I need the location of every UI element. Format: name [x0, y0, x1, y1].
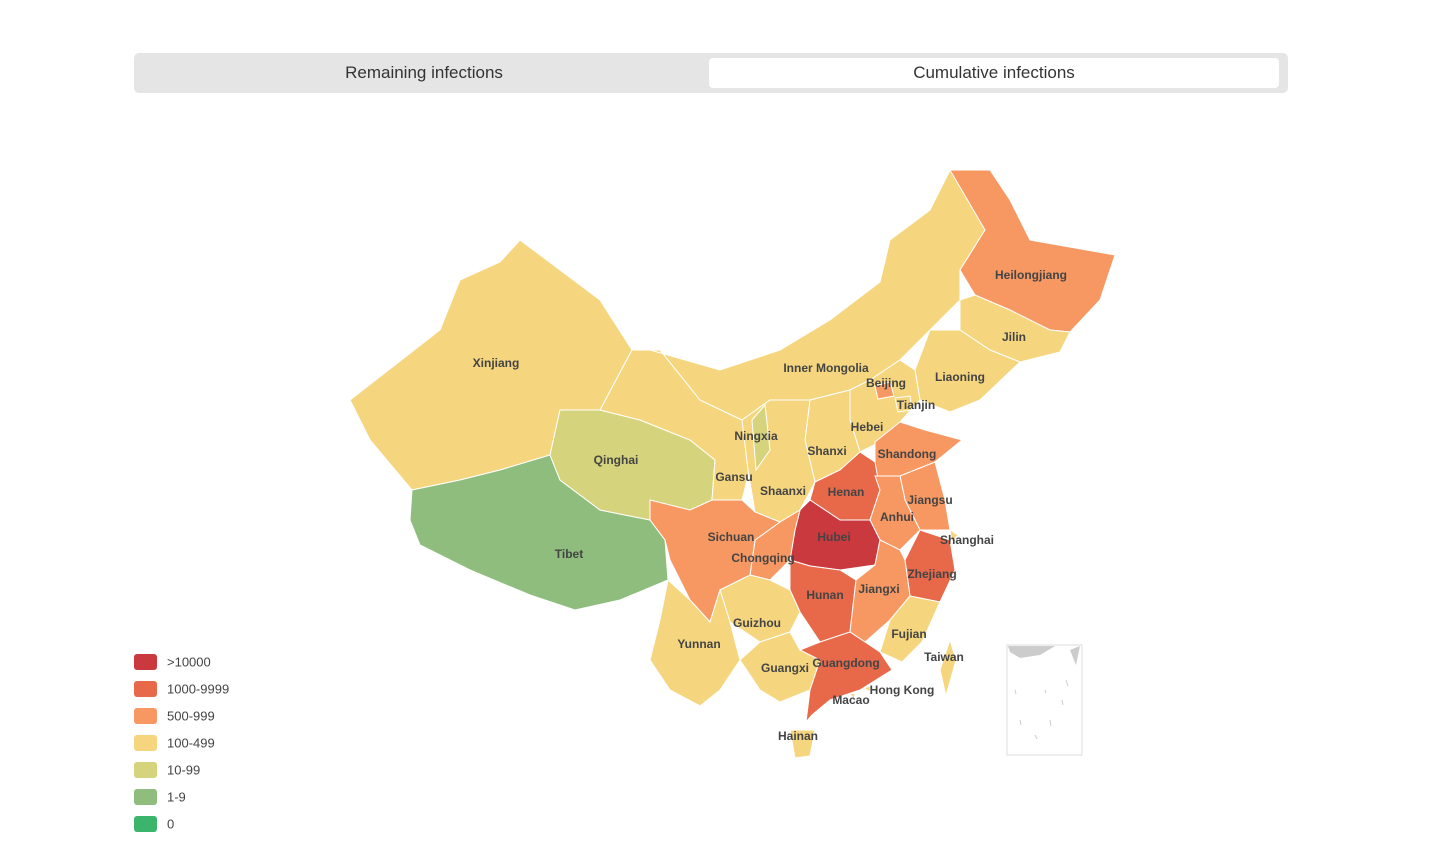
legend-label: 1-9: [167, 789, 186, 804]
tab-bar: Remaining infections Cumulative infectio…: [134, 53, 1288, 93]
province-label: Shaanxi: [760, 484, 806, 498]
province-label: Macao: [832, 693, 869, 707]
province-labels: Xinjiang Tibet Qinghai Gansu Inner Mongolia H…: [473, 268, 1067, 743]
legend: >10000 1000-9999 500-999 100-499 10-99 1-9 0: [134, 654, 229, 832]
inset-land: [1070, 646, 1080, 665]
legend-swatch[interactable]: [134, 735, 157, 751]
province-label: Yunnan: [677, 637, 720, 651]
province-label: Hebei: [851, 420, 884, 434]
province-label: Anhui: [880, 510, 914, 524]
province-label: Chongqing: [731, 551, 794, 565]
province-label: Fujian: [891, 627, 926, 641]
province[interactable]: [409, 454, 669, 611]
legend-label: 100-499: [167, 735, 215, 750]
tab[interactable]: Cumulative infections: [709, 58, 1279, 88]
province-label: Shanghai: [940, 533, 994, 547]
inset: [1006, 644, 1083, 756]
legend-swatch[interactable]: [134, 816, 157, 832]
province[interactable]: [649, 579, 741, 707]
province-label: Henan: [828, 485, 865, 499]
province-label: Jiangsu: [907, 493, 952, 507]
province[interactable]: [789, 729, 816, 759]
legend-swatch[interactable]: [134, 708, 157, 724]
province-label: Inner Mongolia: [783, 361, 869, 375]
province-label: Sichuan: [708, 530, 755, 544]
province-label: Gansu: [715, 470, 752, 484]
province[interactable]: [849, 692, 856, 701]
province[interactable]: [719, 574, 801, 643]
province[interactable]: [874, 381, 895, 400]
provinces: [349, 169, 1116, 759]
legend-label: 10-99: [167, 762, 200, 777]
legend-label: >10000: [167, 654, 211, 669]
province[interactable]: [894, 395, 913, 413]
legend-swatch[interactable]: [134, 789, 157, 805]
legend-label: 0: [167, 816, 174, 831]
tab[interactable]: Remaining infections: [345, 63, 503, 82]
inset-land: [1008, 646, 1055, 658]
province-label: Zhejiang: [907, 567, 956, 581]
province-label: Ningxia: [734, 429, 778, 443]
province-label: Jilin: [1002, 330, 1026, 344]
legend-swatch[interactable]: [134, 762, 157, 778]
province-label: Heilongjiang: [995, 268, 1067, 282]
province-label: Guangxi: [761, 661, 809, 675]
province-label: Guizhou: [733, 616, 781, 630]
inset-frame: [1006, 644, 1083, 756]
province-label: Liaoning: [935, 370, 985, 384]
province-label: Taiwan: [924, 650, 964, 664]
province[interactable]: [798, 631, 893, 724]
inset-islands: [1014, 679, 1069, 740]
legend-swatch[interactable]: [134, 654, 157, 670]
province[interactable]: [939, 638, 957, 697]
province-label: Hubei: [817, 530, 850, 544]
province-label: Xinjiang: [473, 356, 520, 370]
province-label: Hunan: [806, 588, 843, 602]
province[interactable]: [862, 685, 871, 693]
legend-swatch[interactable]: [134, 681, 157, 697]
province-label: Qinghai: [594, 453, 639, 467]
legend-label: 1000-9999: [167, 681, 229, 696]
province[interactable]: [751, 403, 771, 472]
province-label: Shandong: [878, 447, 937, 461]
province-label: Tibet: [555, 547, 583, 561]
province-label: Guangdong: [812, 656, 879, 670]
legend-label: 500-999: [167, 708, 215, 723]
province-label: Shanxi: [807, 444, 846, 458]
province-label: Jiangxi: [858, 582, 899, 596]
province-label: Beijing: [866, 376, 906, 390]
province[interactable]: [949, 528, 959, 544]
province-label: Tianjin: [897, 398, 935, 412]
province-label: Hainan: [778, 729, 818, 743]
province-label: Hong Kong: [870, 683, 935, 697]
